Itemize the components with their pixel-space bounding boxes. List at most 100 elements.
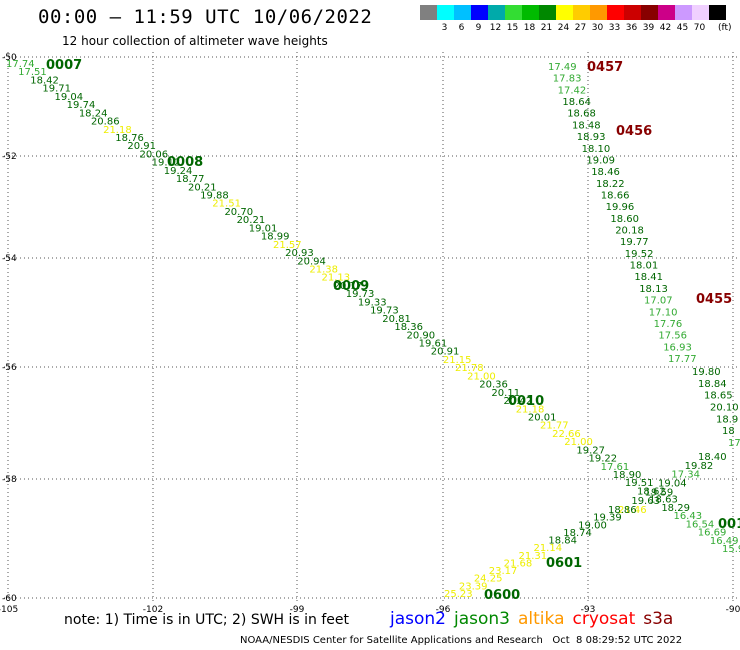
pass-time-label: 0601 bbox=[546, 556, 582, 571]
wave-height-value: 21.18 bbox=[103, 125, 132, 136]
wave-height-value: 19.22 bbox=[589, 454, 618, 465]
wave-height-value: 18.65 bbox=[704, 391, 733, 402]
wave-height-value: 19.61 bbox=[419, 338, 448, 349]
wave-height-value: 20.10 bbox=[710, 403, 739, 414]
wave-height-value: 17.42 bbox=[558, 85, 587, 96]
wave-height-value: 21.31 bbox=[519, 551, 548, 562]
wave-height-value: 19.00 bbox=[578, 520, 607, 531]
lat-tick-label: -54 bbox=[2, 254, 17, 264]
color-swatch bbox=[437, 5, 454, 20]
color-scale-tick: 30 bbox=[591, 23, 604, 33]
wave-height-value: 18.36 bbox=[394, 322, 423, 333]
wave-height-value: 19.73 bbox=[370, 306, 399, 317]
wave-height-value: 17.77 bbox=[668, 354, 697, 365]
wave-height-value: 18.84 bbox=[548, 536, 577, 547]
wave-height-value: 19.96 bbox=[606, 202, 635, 213]
wave-height-value: 20.91 bbox=[127, 141, 156, 152]
color-scale-tick: 36 bbox=[625, 23, 638, 33]
wave-height-value: 17.07 bbox=[644, 296, 673, 307]
wave-height-value: 17.34 bbox=[671, 470, 700, 481]
wave-height-value: 20.77 bbox=[334, 281, 363, 292]
wave-height-value: 19.33 bbox=[358, 297, 387, 308]
wave-height-value: 22.66 bbox=[552, 429, 581, 440]
lat-tick-label: -56 bbox=[2, 363, 17, 373]
note-text: note: 1) Time is in UTC; 2) SWH is in fe… bbox=[64, 612, 350, 628]
wave-height-value: 19.77 bbox=[620, 237, 649, 248]
legend-altika: altika bbox=[518, 609, 565, 629]
lat-tick-label: -52 bbox=[2, 152, 17, 162]
wave-height-value: 20.42 bbox=[504, 396, 533, 407]
color-swatch bbox=[692, 5, 709, 20]
wave-height-value: 18.01 bbox=[630, 261, 659, 272]
wave-height-value: 19.82 bbox=[685, 461, 714, 472]
wave-height-value: 18.60 bbox=[610, 214, 639, 225]
wave-height-value: 18.9 bbox=[716, 414, 738, 425]
wave-height-value: 25.23 bbox=[444, 589, 473, 600]
lon-tick-label: -99 bbox=[290, 605, 305, 615]
axis-tick-labels: -105 -102 -99 -96 -93 -90 -50 -52 -54 -56 -58 -60 bbox=[0, 53, 740, 615]
wave-height-value: 19.80 bbox=[692, 367, 721, 378]
wave-height-value: 18.63 bbox=[649, 495, 678, 506]
color-scale-tick: 9 bbox=[475, 23, 482, 33]
wave-height-value: 20.91 bbox=[431, 347, 460, 358]
wave-height-value: 18.29 bbox=[661, 503, 690, 514]
lat-tick-label: -60 bbox=[2, 594, 17, 604]
wave-height-value: 19.51 bbox=[625, 478, 654, 489]
lon-tick-label: -96 bbox=[436, 605, 451, 615]
wave-height-value: 20.11 bbox=[491, 388, 520, 399]
wave-height-value: 16.43 bbox=[673, 511, 702, 522]
wave-height-value: 18.84 bbox=[698, 379, 727, 390]
color-swatch bbox=[624, 5, 641, 20]
wave-height-value: 20.21 bbox=[188, 182, 217, 193]
color-swatch bbox=[607, 5, 624, 20]
wave-height-value: 20.86 bbox=[91, 117, 120, 128]
wave-height-value: 19.04 bbox=[658, 479, 687, 490]
color-scale-tick: 15 bbox=[506, 23, 519, 33]
wave-height-value: 16.54 bbox=[686, 519, 715, 530]
wave-height-value: 19.59 bbox=[645, 487, 674, 498]
wave-height-value: 17.10 bbox=[649, 307, 678, 318]
color-scale-tick: 27 bbox=[574, 23, 587, 33]
wave-height-value: 18.76 bbox=[115, 133, 144, 144]
wave-height-value: 19.27 bbox=[576, 445, 605, 456]
legend-jason3: jason3 bbox=[454, 609, 510, 629]
pass-time-label: 0008 bbox=[167, 155, 203, 170]
wave-height-value: 21.00 bbox=[564, 437, 593, 448]
wave-height-value: 18.46 bbox=[591, 167, 620, 178]
wave-height-value: 19.71 bbox=[42, 84, 71, 95]
color-swatch bbox=[675, 5, 692, 20]
wave-height-value: 20.06 bbox=[139, 149, 168, 160]
wave-height-value: 18.74 bbox=[563, 528, 592, 539]
wave-height-value: 19.04 bbox=[55, 92, 84, 103]
wave-height-value: 16.69 bbox=[698, 528, 727, 539]
credit-line: NOAA/NESDIS Center for Satellite Applica… bbox=[240, 635, 683, 646]
wave-height-value: 21.00 bbox=[467, 371, 496, 382]
color-scale-tick: 12 bbox=[489, 23, 502, 33]
wave-height-value: 20.01 bbox=[528, 412, 557, 423]
color-swatch bbox=[471, 5, 488, 20]
wave-height-value: 19.74 bbox=[67, 100, 96, 111]
color-swatch bbox=[420, 5, 437, 20]
color-scale-tick: 6 bbox=[458, 23, 465, 33]
wave-height-value: 24.25 bbox=[474, 574, 503, 585]
map-subtitle: 12 hour collection of altimeter wave hei… bbox=[62, 34, 328, 48]
color-scale-tick: 21 bbox=[540, 23, 553, 33]
pass-time-label: 0457 bbox=[587, 60, 623, 75]
wave-height-value: 23.17 bbox=[489, 566, 518, 577]
wave-height-value: 19.63 bbox=[631, 496, 660, 507]
wave-height-value: 19.88 bbox=[200, 191, 229, 202]
pass-time-label: 0007 bbox=[46, 58, 82, 73]
wave-height-value: 18.22 bbox=[596, 179, 625, 190]
wave-height-value: 20.70 bbox=[224, 207, 253, 218]
wave-height-value: 17.83 bbox=[553, 74, 582, 85]
wave-height-value: 19.12 bbox=[152, 158, 181, 169]
lon-tick-label: -90 bbox=[726, 605, 740, 615]
pass-time-label: 0455 bbox=[696, 292, 732, 307]
wave-height-value: 21.68 bbox=[504, 558, 533, 569]
wave-height-value: 18.10 bbox=[582, 144, 611, 155]
wave-height-value: 18.66 bbox=[601, 190, 630, 201]
color-swatch bbox=[641, 5, 658, 20]
color-swatch bbox=[454, 5, 471, 20]
wave-height-value: 18.40 bbox=[698, 452, 727, 463]
